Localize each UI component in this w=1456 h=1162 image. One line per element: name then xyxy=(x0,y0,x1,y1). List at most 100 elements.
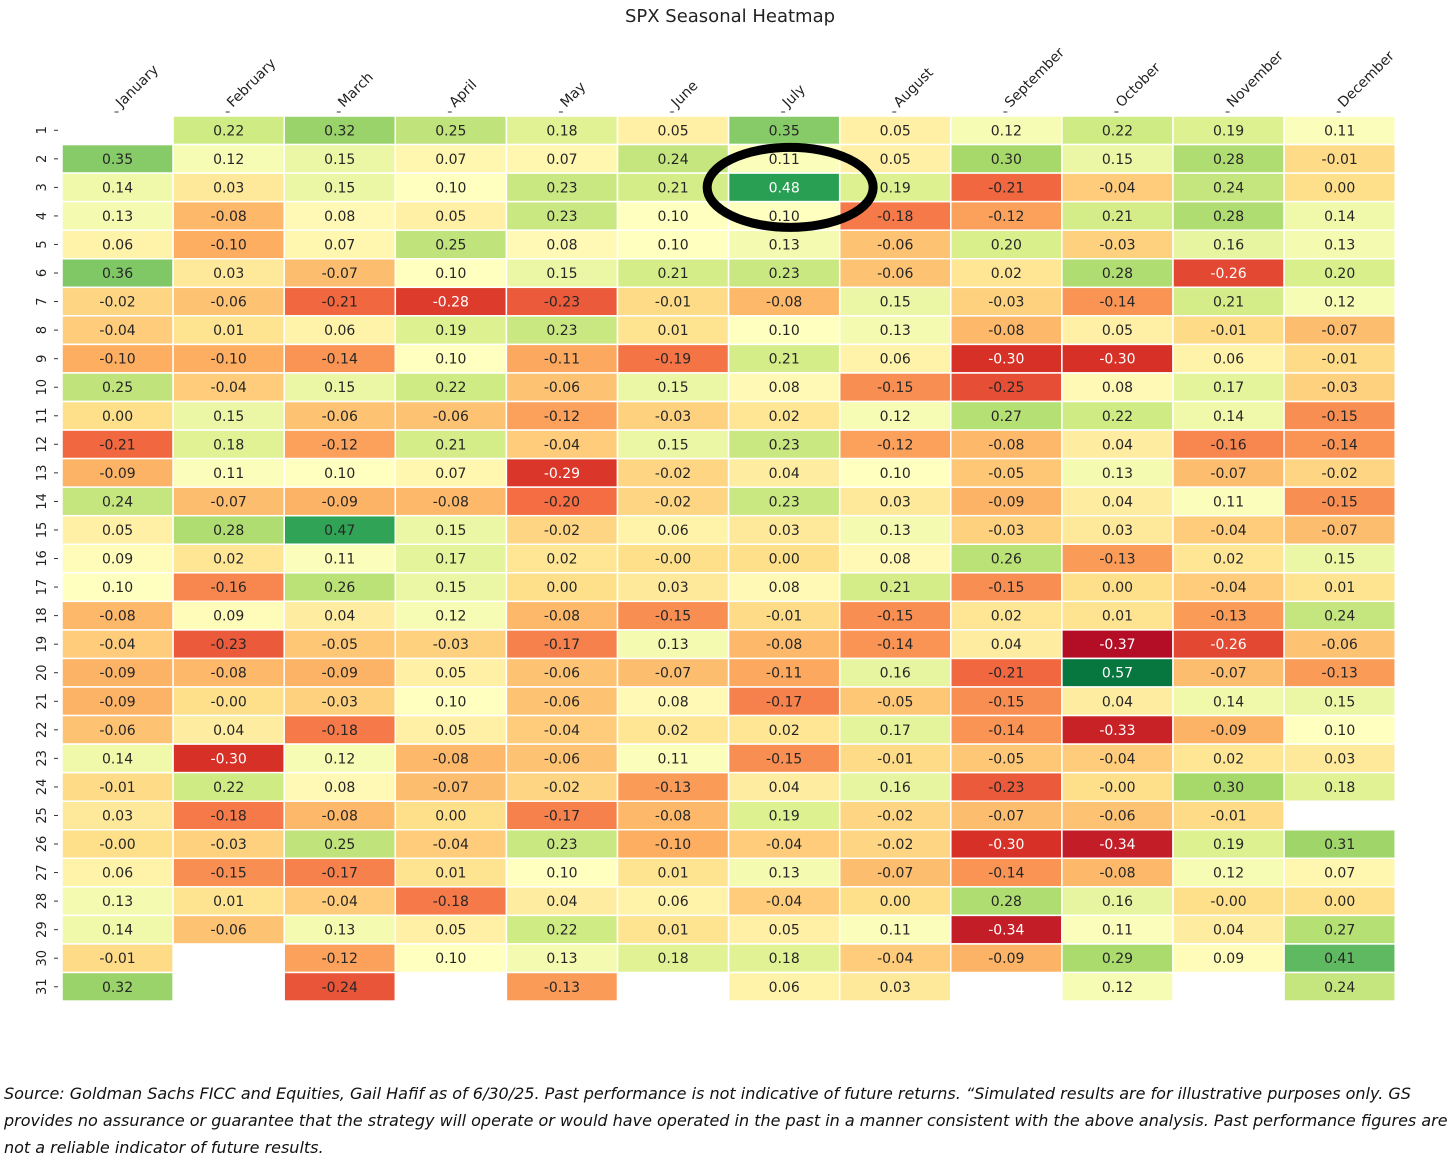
cell-value-label: 0.20 xyxy=(991,237,1022,253)
heatmap-cell xyxy=(1172,115,1285,146)
row-label-4: 4 xyxy=(35,212,50,220)
heatmap-cell xyxy=(1283,258,1396,289)
cell-value-label: -0.11 xyxy=(766,666,802,682)
heatmap-cell xyxy=(394,115,508,146)
heatmap-cell xyxy=(394,600,508,631)
cell-value-label: 0.24 xyxy=(1213,180,1244,196)
cell-value-label: -0.09 xyxy=(322,666,358,682)
heatmap-cell xyxy=(616,771,730,802)
cell-value-label: -0.03 xyxy=(988,523,1024,539)
cell-value-label: -0.01 xyxy=(877,751,913,767)
heatmap-cell xyxy=(616,115,730,146)
cell-value-label: 0.36 xyxy=(102,266,133,282)
cell-value-label: 0.28 xyxy=(1213,152,1244,168)
cell-value-label: -0.08 xyxy=(655,808,691,824)
cell-value-label: 0.29 xyxy=(1102,951,1133,967)
cell-value-label: -0.00 xyxy=(655,552,691,568)
cell-value-label: 0.15 xyxy=(324,380,355,396)
heatmap-cell xyxy=(394,800,508,831)
heatmap-cell xyxy=(283,343,397,374)
row-label-6: 6 xyxy=(35,269,50,277)
heatmap-cell xyxy=(616,657,730,688)
heatmap-cell xyxy=(172,229,285,260)
heatmap-cell xyxy=(1061,914,1174,945)
cell-value-label: 0.18 xyxy=(546,123,577,139)
heatmap-cell xyxy=(1283,743,1396,774)
cell-value-label: 0.08 xyxy=(324,209,355,225)
heatmap-cell xyxy=(838,771,952,802)
cell-value-label: 0.48 xyxy=(769,180,800,196)
cell-value-label: 0.24 xyxy=(1324,980,1355,996)
cell-value-label: 0.02 xyxy=(991,609,1022,625)
row-label-29: 29 xyxy=(35,921,50,938)
heatmap-cell xyxy=(1283,572,1396,603)
row-label-15: 15 xyxy=(35,522,50,539)
cell-value-label: 0.05 xyxy=(880,123,911,139)
heatmap-cell xyxy=(950,486,1063,517)
cell-value-label: -0.01 xyxy=(766,609,802,625)
cell-value-label: -0.07 xyxy=(1322,323,1358,339)
heatmap-cell xyxy=(838,800,952,831)
cell-value-label: 0.47 xyxy=(324,523,355,539)
cell-value-label: -0.08 xyxy=(544,609,580,625)
column-labels: January February March April May June July Augu… xyxy=(112,45,1398,113)
heatmap-cell xyxy=(616,457,730,488)
cell-value-label: 0.09 xyxy=(102,552,133,568)
cell-value-label: 0.06 xyxy=(102,866,133,882)
cell-value-label: -0.12 xyxy=(544,409,580,425)
heatmap-cell xyxy=(394,886,508,917)
heatmap-cell xyxy=(727,258,841,289)
cell-value-label: 0.12 xyxy=(435,609,466,625)
cell-value-label: 0.04 xyxy=(1102,494,1133,510)
cell-value-label: 0.07 xyxy=(435,152,466,168)
cell-value-label: -0.04 xyxy=(1210,523,1246,539)
cell-value-label: -0.12 xyxy=(322,437,358,453)
heatmap-cell xyxy=(1172,514,1285,546)
heatmap-cell xyxy=(1283,429,1396,460)
cell-value-label: -0.18 xyxy=(322,723,358,739)
cell-value-label: -0.04 xyxy=(1099,180,1135,196)
cell-value-label: -0.06 xyxy=(99,723,135,739)
heatmap-cell xyxy=(394,771,508,802)
cell-value-label: 0.05 xyxy=(880,152,911,168)
heatmap-cell xyxy=(950,943,1063,974)
cell-value-label: -0.17 xyxy=(544,808,580,824)
cell-value-label: -0.18 xyxy=(433,894,469,910)
cell-value-label: -0.19 xyxy=(655,352,691,368)
heatmap-cell xyxy=(616,543,730,574)
column-label-september: September xyxy=(1002,45,1068,111)
cell-value-label: -0.06 xyxy=(544,694,580,710)
cell-value-label: -0.21 xyxy=(988,180,1024,196)
cell-value-label: -0.09 xyxy=(99,694,135,710)
cell-value-label: 0.27 xyxy=(991,409,1022,425)
cell-value-label: -0.15 xyxy=(877,380,913,396)
heatmap-cell xyxy=(727,400,841,431)
heatmap-cell xyxy=(61,886,174,917)
heatmap-cell xyxy=(1172,572,1285,603)
heatmap-cell xyxy=(394,143,508,174)
cell-value-label: 0.01 xyxy=(213,894,244,910)
row-label-26: 26 xyxy=(35,836,50,853)
cell-value-label: -0.05 xyxy=(322,637,358,653)
highlight-ellipse xyxy=(702,142,878,232)
heatmap-cell xyxy=(1172,315,1285,346)
cell-value-label: 0.30 xyxy=(1213,780,1244,796)
heatmap-cell xyxy=(505,686,619,717)
cell-value-label: -0.12 xyxy=(877,437,913,453)
cell-value-label: -0.21 xyxy=(99,437,135,453)
heatmap-cell xyxy=(950,172,1063,203)
heatmap-cell xyxy=(172,857,285,888)
heatmap-cell xyxy=(172,315,285,346)
cell-value-label: -0.07 xyxy=(988,808,1024,824)
cell-value-label: 0.27 xyxy=(1324,923,1355,939)
cell-value-label: 0.25 xyxy=(435,237,466,253)
heatmap-cell xyxy=(283,886,397,917)
heatmap-cell xyxy=(1172,657,1285,688)
heatmap-cell xyxy=(1061,886,1174,917)
cell-value-label: -0.06 xyxy=(544,666,580,682)
heatmap-cell xyxy=(1283,543,1396,574)
row-label-12: 12 xyxy=(35,436,50,453)
heatmap-cell xyxy=(838,971,952,1002)
row-label-5: 5 xyxy=(35,240,50,248)
cell-value-label: 0.14 xyxy=(1213,694,1244,710)
